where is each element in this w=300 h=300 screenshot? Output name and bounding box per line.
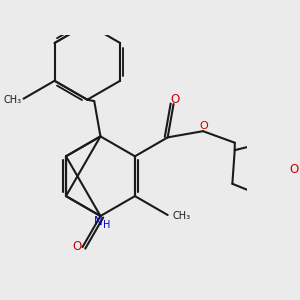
Text: O: O — [290, 163, 299, 176]
Text: O: O — [170, 93, 179, 106]
Text: CH₃: CH₃ — [172, 211, 190, 221]
Text: CH₃: CH₃ — [3, 95, 21, 105]
Text: H: H — [103, 220, 110, 230]
Text: N: N — [94, 215, 103, 228]
Text: O: O — [72, 240, 81, 253]
Text: O: O — [200, 122, 208, 131]
